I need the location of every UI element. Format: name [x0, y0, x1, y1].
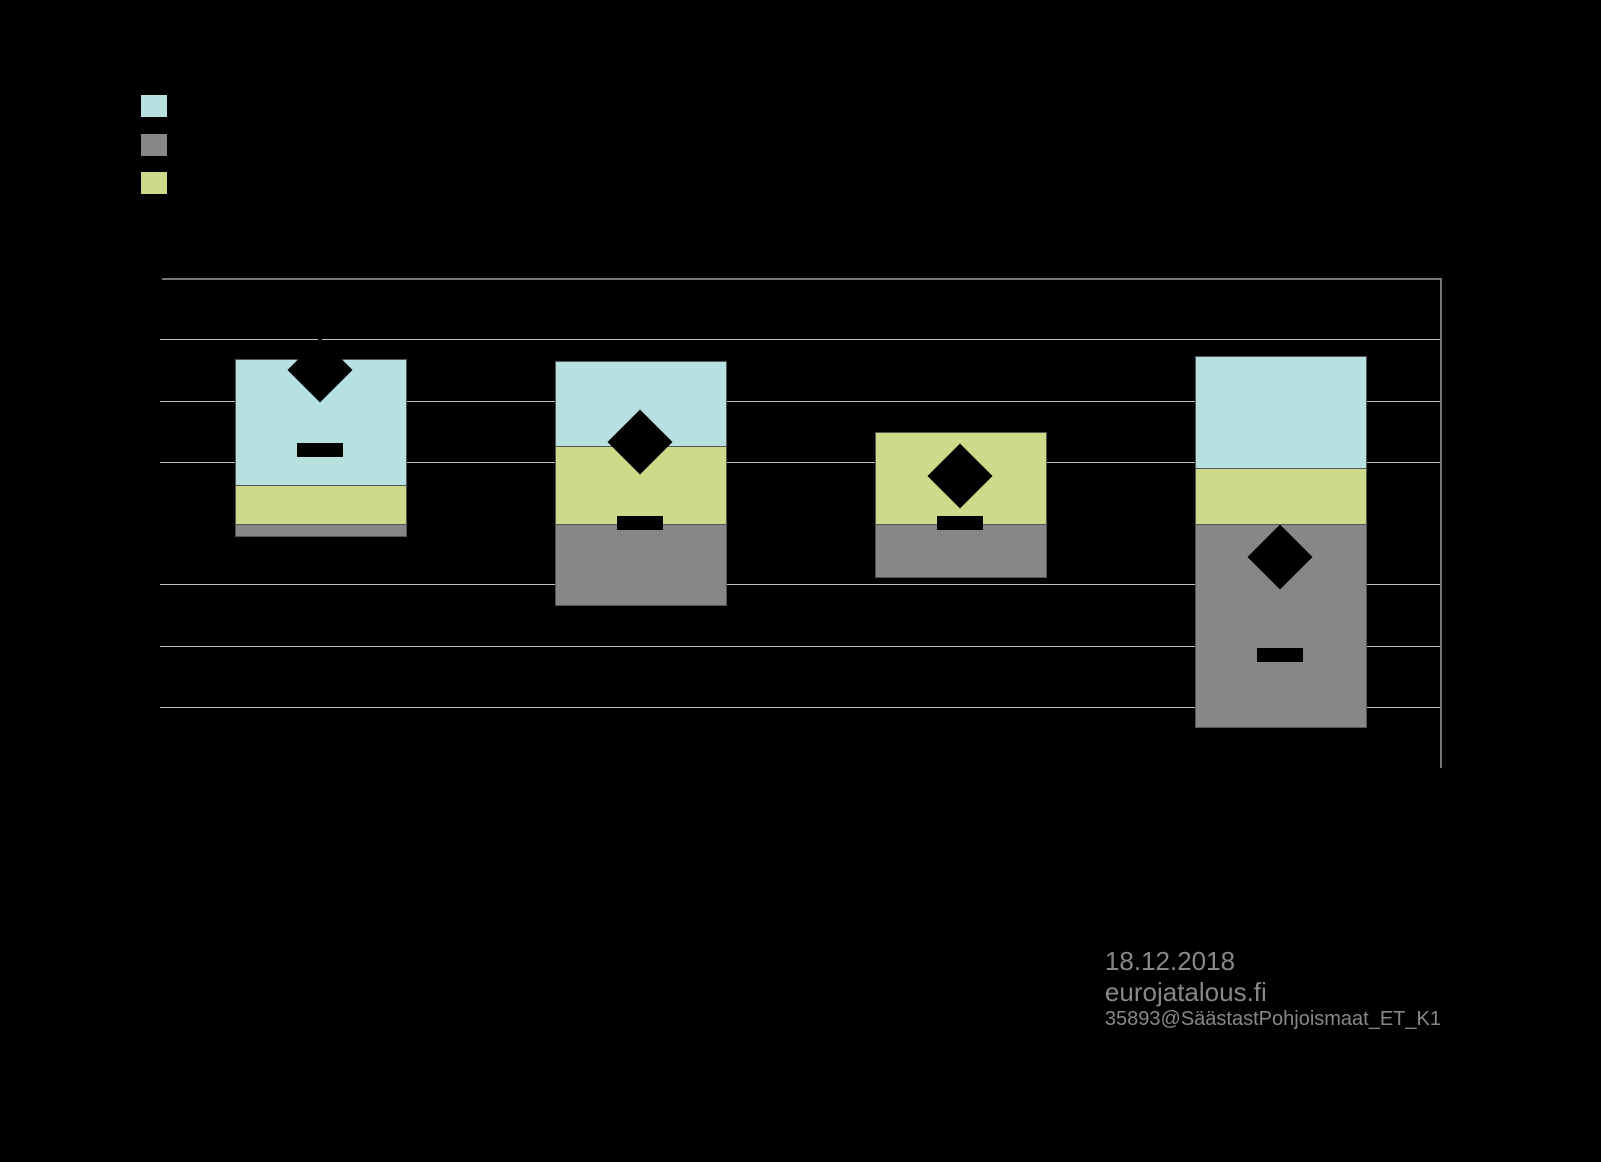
- legend-markers: Vaihtotase Nettosäästäminen: [760, 90, 1014, 167]
- x-tick-label: Tanska: [279, 782, 361, 813]
- legend-diamond-icon: [760, 132, 786, 158]
- y-tick-label: -5: [94, 569, 150, 600]
- legend-swatch: [140, 133, 168, 157]
- marker-vaihtotase: [937, 516, 983, 530]
- marker-vaihtotase: [297, 443, 343, 457]
- plot-area: -20-15-10-505101520TanskaSuomiNorjaRuots…: [160, 278, 1440, 768]
- legend-label: Yritykset: [186, 167, 286, 200]
- y-tick-label: -20: [94, 753, 150, 784]
- legend-label: Vaihtotase: [810, 90, 931, 123]
- x-tick-label: Ruotsi: [1243, 782, 1317, 813]
- y-tick-label: 10: [94, 385, 150, 416]
- x-tick-label: Norja: [929, 782, 991, 813]
- legend-item: Julkinen sektori: [140, 129, 365, 162]
- chart-title: Kuvio 1.: [140, 30, 272, 69]
- bar-segment-yritykset: [235, 484, 407, 525]
- legend-label: Kotitaloudet: [186, 90, 323, 123]
- bar-segment-julkinen: [235, 523, 407, 537]
- legend-item: Nettosäästäminen: [760, 129, 1014, 162]
- y-tick-label: 5: [94, 446, 150, 477]
- y-axis-label: % BKT:stä: [140, 238, 260, 269]
- legend-swatch: [140, 94, 168, 118]
- footer-meta: 18.12.2018 eurojatalous.fi 35893@Säästas…: [1105, 946, 1441, 1031]
- legend-series: Kotitaloudet Julkinen sektori Yritykset: [140, 90, 365, 206]
- legend-bar-icon: [760, 100, 792, 112]
- legend-item: Kotitaloudet: [140, 90, 365, 123]
- legend-label: Nettosäästäminen: [804, 129, 1014, 162]
- y-tick-label: -10: [94, 630, 150, 661]
- gridline: [160, 339, 1440, 340]
- y-tick-label: 0: [94, 508, 150, 539]
- bar-segment-kotitaloudet: [1195, 356, 1367, 468]
- legend-item: Yritykset: [140, 167, 365, 200]
- footer-date: 18.12.2018: [1105, 946, 1441, 977]
- y-tick-label: 15: [94, 324, 150, 355]
- bar-segment-julkinen: [875, 523, 1047, 578]
- footer-site: eurojatalous.fi: [1105, 977, 1441, 1008]
- legend-label: Julkinen sektori: [186, 129, 365, 162]
- source-text: Keskiarvo vuosilta 2010–2017, % BKT:sta.…: [140, 886, 629, 956]
- bar-segment-julkinen: [555, 523, 727, 606]
- footer-id: 35893@SäästastPohjoismaat_ET_K1: [1105, 1008, 1441, 1031]
- y-tick-label: -15: [94, 691, 150, 722]
- legend-swatch: [140, 171, 168, 195]
- marker-vaihtotase: [617, 516, 663, 530]
- marker-vaihtotase: [1257, 648, 1303, 662]
- y-tick-label: 20: [94, 263, 150, 294]
- legend-item: Vaihtotase: [760, 90, 1014, 123]
- x-tick-label: Suomi: [603, 782, 677, 813]
- bar-segment-yritykset: [1195, 467, 1367, 525]
